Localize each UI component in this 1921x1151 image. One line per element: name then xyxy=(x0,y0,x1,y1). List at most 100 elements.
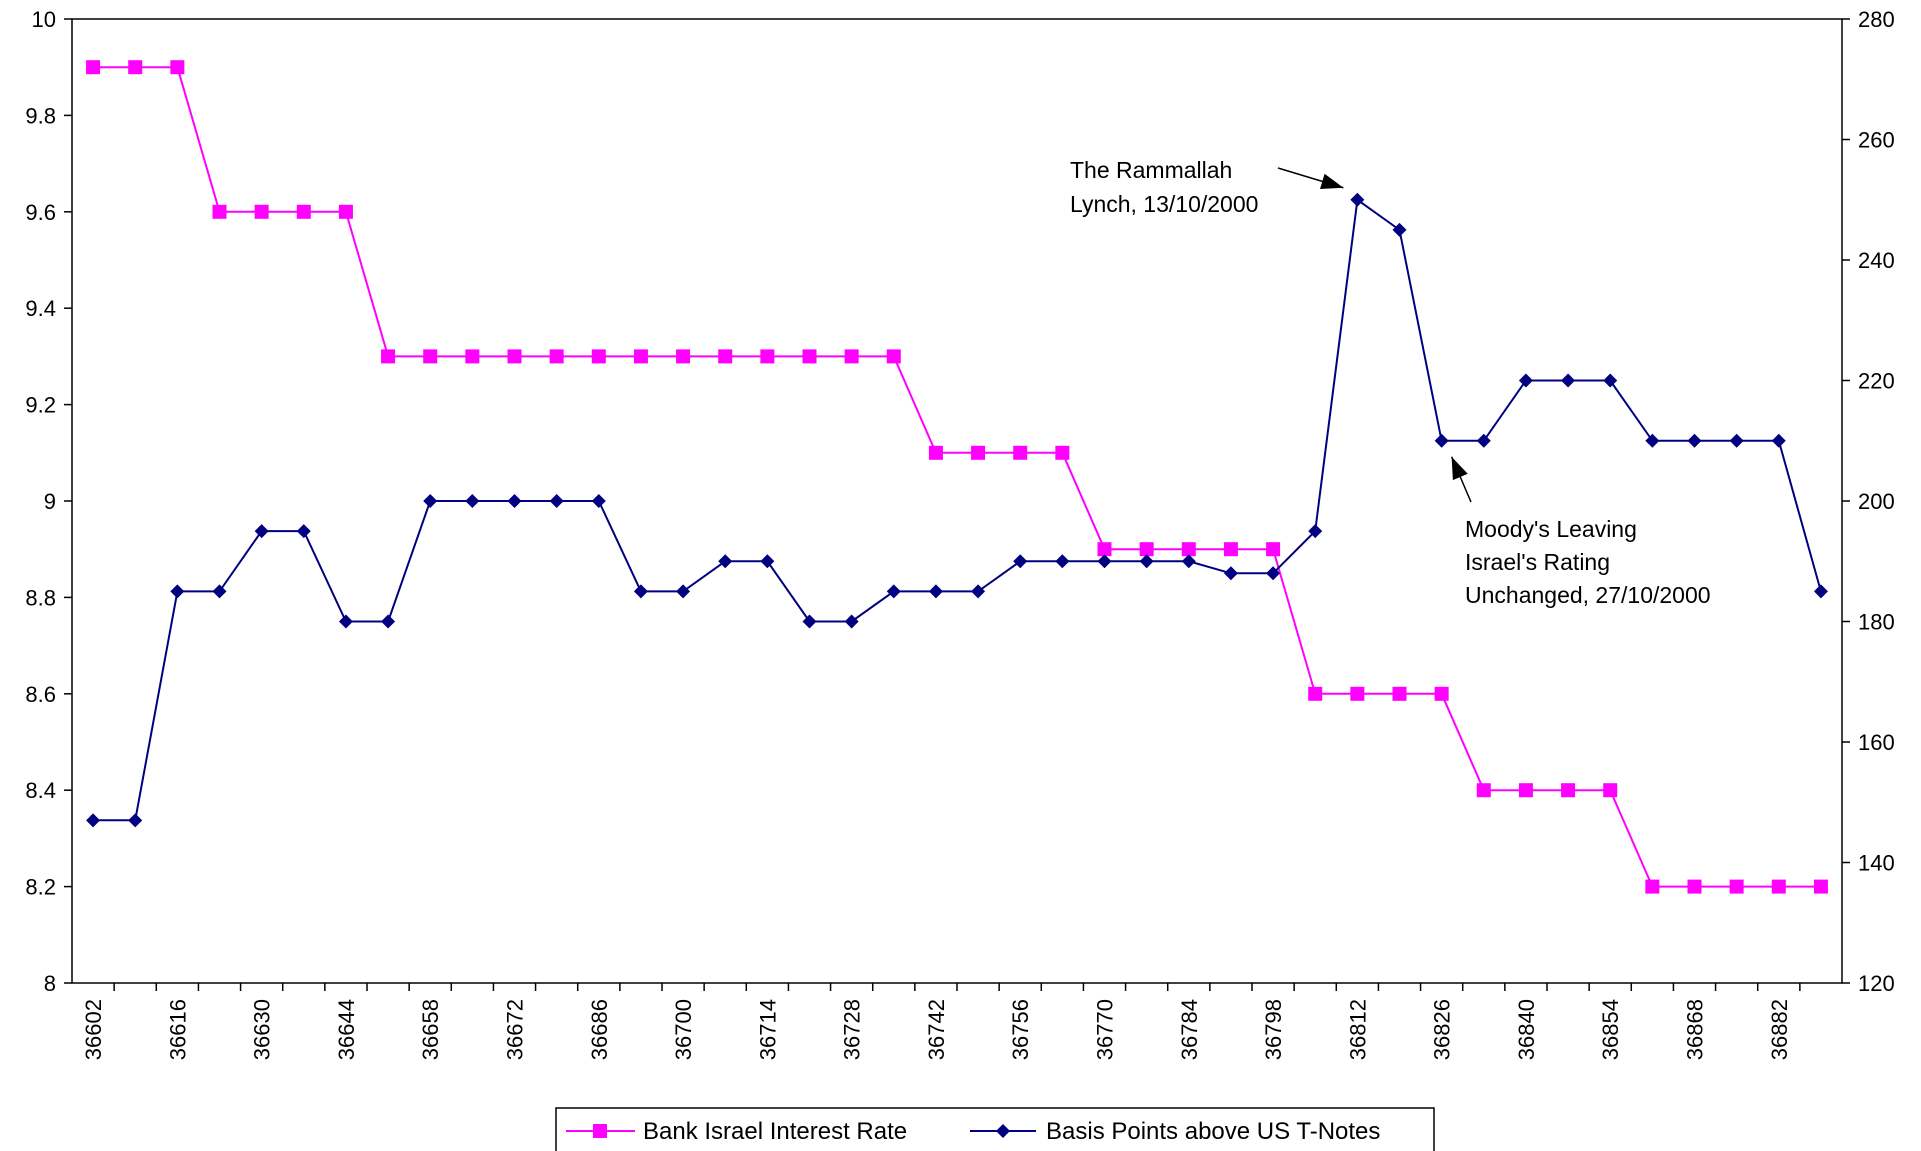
legend: Bank Israel Interest Rate Basis Points ab… xyxy=(555,1107,1435,1151)
left-y-tick-label: 8.8 xyxy=(25,585,56,610)
right-y-tick-label: 140 xyxy=(1858,851,1895,876)
data-point-basis-points-above-us-t-notes xyxy=(1223,566,1238,581)
x-tick-label: 36826 xyxy=(1430,999,1455,1060)
data-point-basis-points-above-us-t-notes xyxy=(1392,222,1407,237)
series-layer xyxy=(86,60,1828,894)
data-point-basis-points-above-us-t-notes xyxy=(465,494,480,508)
x-tick-label: 36714 xyxy=(755,999,780,1060)
annotation-moodys-text: Unchanged, 27/10/2000 xyxy=(1465,582,1711,608)
data-point-bank-israel-interest-rate xyxy=(1266,542,1281,557)
x-tick-label: 36840 xyxy=(1514,999,1539,1060)
x-axis: 36602 36616 36630 36644 36658 36672 36686 36700… xyxy=(81,983,1801,1060)
right-y-tick-label: 180 xyxy=(1858,610,1895,635)
data-point-basis-points-above-us-t-notes xyxy=(1561,373,1576,388)
x-tick-label: 36798 xyxy=(1261,999,1286,1060)
data-point-basis-points-above-us-t-notes xyxy=(802,614,817,629)
data-point-bank-israel-interest-rate xyxy=(1097,542,1112,557)
annotation-arrowhead xyxy=(1320,173,1344,189)
data-point-basis-points-above-us-t-notes xyxy=(1350,192,1365,207)
data-point-basis-points-above-us-t-notes xyxy=(676,584,691,599)
x-tick-label: 36742 xyxy=(924,999,949,1060)
x-tick-label: 36644 xyxy=(334,999,359,1060)
data-point-bank-israel-interest-rate xyxy=(591,349,606,364)
data-point-bank-israel-interest-rate xyxy=(1645,879,1660,894)
legend-marker-bank-israel-interest-rate xyxy=(593,1124,607,1138)
data-point-basis-points-above-us-t-notes xyxy=(507,494,522,508)
left-y-tick-label: 9.6 xyxy=(25,200,56,225)
data-point-basis-points-above-us-t-notes xyxy=(1308,524,1323,539)
data-point-basis-points-above-us-t-notes xyxy=(1097,554,1112,569)
data-point-basis-points-above-us-t-notes xyxy=(338,614,353,629)
data-point-basis-points-above-us-t-notes xyxy=(886,584,901,599)
data-point-bank-israel-interest-rate xyxy=(1308,686,1323,701)
data-point-bank-israel-interest-rate xyxy=(170,60,185,75)
data-point-basis-points-above-us-t-notes xyxy=(128,813,143,828)
left-y-tick-label: 10 xyxy=(32,7,56,32)
annotation-moodys-text: Israel's Rating xyxy=(1465,549,1610,575)
x-tick-label: 36630 xyxy=(250,999,275,1060)
left-y-tick-label: 8.4 xyxy=(25,778,56,803)
data-point-bank-israel-interest-rate xyxy=(1813,879,1828,894)
series-line-basis-points-above-us-t-notes xyxy=(93,198,1822,822)
x-tick-label: 36882 xyxy=(1767,999,1792,1060)
data-point-bank-israel-interest-rate xyxy=(760,349,775,364)
data-point-bank-israel-interest-rate xyxy=(1476,783,1491,798)
data-point-bank-israel-interest-rate xyxy=(1687,879,1702,894)
x-tick-label: 36602 xyxy=(81,999,106,1060)
series-line-bank-israel-interest-rate xyxy=(93,66,1821,888)
right-y-tick-label: 280 xyxy=(1858,7,1895,32)
data-point-bank-israel-interest-rate xyxy=(465,349,480,364)
left-y-axis: 8 8.2 8.4 8.6 8.8 9 9.2 9.4 9.6 9.8 10 xyxy=(25,7,72,996)
data-point-bank-israel-interest-rate xyxy=(296,204,311,219)
data-point-bank-israel-interest-rate xyxy=(886,349,901,364)
data-point-basis-points-above-us-t-notes xyxy=(1434,433,1449,448)
x-tick-label: 36770 xyxy=(1093,999,1118,1060)
data-point-bank-israel-interest-rate xyxy=(1771,879,1786,894)
x-tick-label: 36700 xyxy=(671,999,696,1060)
data-point-bank-israel-interest-rate xyxy=(676,349,691,364)
data-point-bank-israel-interest-rate xyxy=(549,349,564,364)
data-point-bank-israel-interest-rate xyxy=(1729,879,1744,894)
legend-label-bank-israel-interest-rate: Bank Israel Interest Rate xyxy=(643,1118,907,1145)
x-tick-label: 36812 xyxy=(1345,999,1370,1060)
annotation-arrowhead xyxy=(1451,456,1468,481)
data-point-basis-points-above-us-t-notes xyxy=(928,584,943,599)
left-y-tick-label: 9.4 xyxy=(25,296,56,321)
data-point-bank-israel-interest-rate xyxy=(1603,783,1618,798)
left-y-tick-label: 9.8 xyxy=(25,103,56,128)
data-point-bank-israel-interest-rate xyxy=(128,60,143,75)
data-point-basis-points-above-us-t-notes xyxy=(760,554,775,569)
right-y-tick-label: 160 xyxy=(1858,730,1895,755)
x-tick-label: 36784 xyxy=(1177,999,1202,1060)
x-tick-label: 36728 xyxy=(840,999,865,1060)
data-point-bank-israel-interest-rate xyxy=(254,204,269,219)
right-y-tick-label: 240 xyxy=(1858,248,1895,273)
data-point-basis-points-above-us-t-notes xyxy=(212,584,227,599)
data-point-bank-israel-interest-rate xyxy=(802,349,817,364)
plot-area xyxy=(71,18,1843,984)
left-y-tick-label: 9 xyxy=(44,489,56,514)
data-point-bank-israel-interest-rate xyxy=(507,349,522,364)
data-point-basis-points-above-us-t-notes xyxy=(844,614,859,629)
plot-frame xyxy=(71,18,1843,984)
data-point-bank-israel-interest-rate xyxy=(338,204,353,219)
x-tick-label: 36672 xyxy=(503,999,528,1060)
data-point-basis-points-above-us-t-notes xyxy=(971,584,986,599)
data-point-bank-israel-interest-rate xyxy=(212,204,227,219)
data-point-bank-israel-interest-rate xyxy=(1181,542,1196,557)
data-point-basis-points-above-us-t-notes xyxy=(423,494,438,508)
data-point-bank-israel-interest-rate xyxy=(86,60,101,75)
legend-label-basis-points-above-us-t-notes: Basis Points above US T-Notes xyxy=(1046,1118,1380,1145)
data-point-basis-points-above-us-t-notes xyxy=(296,524,311,539)
data-point-basis-points-above-us-t-notes xyxy=(1687,433,1702,448)
data-point-bank-israel-interest-rate xyxy=(1392,686,1407,701)
data-point-basis-points-above-us-t-notes xyxy=(1055,554,1070,569)
x-tick-label: 36854 xyxy=(1598,999,1623,1060)
annotation-rammallah-text: The Rammallah xyxy=(1070,157,1232,183)
x-tick-label: 36658 xyxy=(418,999,443,1060)
data-point-basis-points-above-us-t-notes xyxy=(633,584,648,599)
data-point-bank-israel-interest-rate xyxy=(1434,686,1449,701)
x-tick-label: 36868 xyxy=(1683,999,1708,1060)
data-point-bank-israel-interest-rate xyxy=(1013,445,1028,460)
